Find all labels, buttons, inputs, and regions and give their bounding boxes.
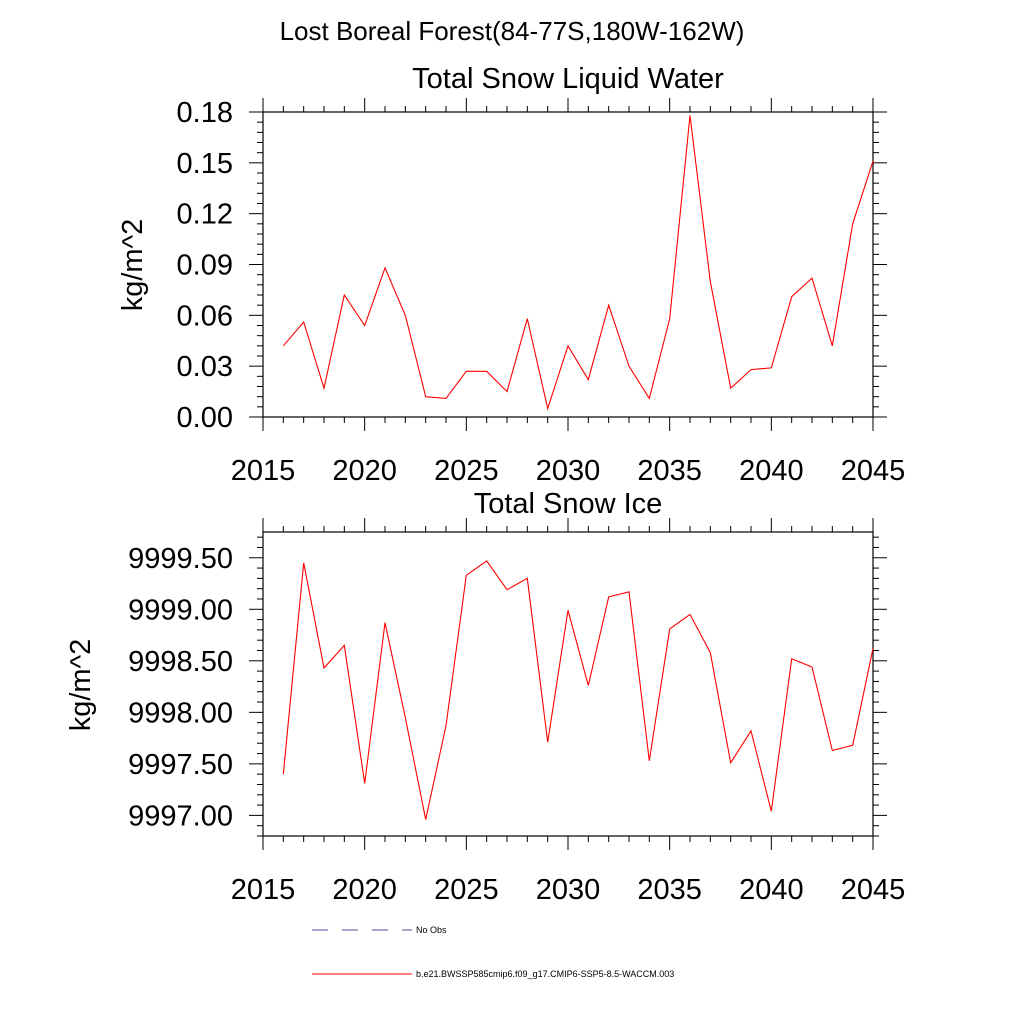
axis-ticks: 2015 2020 2025 2030 2035 2040 2045 9997.00 9997.… <box>128 518 905 906</box>
y-tick-label: 9998.00 <box>128 697 233 729</box>
panel-total-snow-ice: Total Snow Ice kg/m^2 2015 2020 2025 2030 20… <box>65 488 905 906</box>
x-tick-label: 2045 <box>841 455 906 487</box>
panel-total-snow-liquid-water: Total Snow Liquid Water kg/m^2 2015 2020 2… <box>117 63 905 487</box>
x-tick-label: 2015 <box>231 874 296 906</box>
y-tick-label: 9999.50 <box>128 543 233 575</box>
y-tick-label: 9997.00 <box>128 800 233 832</box>
plot-frame <box>262 531 874 837</box>
y-tick-label: 0.03 <box>177 351 233 383</box>
x-tick-label: 2020 <box>332 874 397 906</box>
panel-title: Total Snow Ice <box>474 488 663 520</box>
legend-label-model-run: b.e21.BWSSP585cmip6.f09_g17.CMIP6-SSP5-8… <box>416 969 674 979</box>
y-tick-label: 0.18 <box>177 97 233 129</box>
axis-ticks: 2015 2020 2025 2030 2035 2040 2045 0.00 0.03 0.06… <box>177 97 906 487</box>
x-tick-label: 2030 <box>536 874 601 906</box>
x-tick-label: 2020 <box>332 455 397 487</box>
legend-label-no-obs: No Obs <box>416 925 447 935</box>
data-marks <box>282 115 874 411</box>
x-tick-label: 2015 <box>231 455 296 487</box>
panel-title: Total Snow Liquid Water <box>412 63 724 95</box>
y-tick-label: 0.00 <box>177 402 233 434</box>
figure-title: Lost Boreal Forest(84-77S,180W-162W) <box>279 16 745 46</box>
x-tick-label: 2040 <box>739 455 804 487</box>
series-line <box>282 560 874 820</box>
data-marks <box>282 560 874 820</box>
series-line <box>282 115 874 411</box>
x-tick-label: 2045 <box>841 874 906 906</box>
x-tick-label: 2025 <box>434 455 499 487</box>
y-tick-label: 0.12 <box>177 199 233 231</box>
y-axis-label: kg/m^2 <box>65 639 97 732</box>
y-tick-label: 0.06 <box>177 300 233 332</box>
x-tick-label: 2030 <box>536 455 601 487</box>
y-tick-label: 9999.00 <box>128 594 233 626</box>
x-tick-label: 2035 <box>637 455 702 487</box>
y-tick-label: 9998.50 <box>128 646 233 678</box>
x-tick-label: 2040 <box>739 874 804 906</box>
x-tick-label: 2025 <box>434 874 499 906</box>
plot-frame <box>262 111 874 418</box>
y-axis-label: kg/m^2 <box>117 219 149 312</box>
y-tick-label: 9997.50 <box>128 749 233 781</box>
x-tick-label: 2035 <box>637 874 702 906</box>
y-tick-label: 0.09 <box>177 250 233 282</box>
legend: No Obs b.e21.BWSSP585cmip6.f09_g17.CMIP6… <box>312 925 674 979</box>
y-tick-label: 0.15 <box>177 148 233 180</box>
